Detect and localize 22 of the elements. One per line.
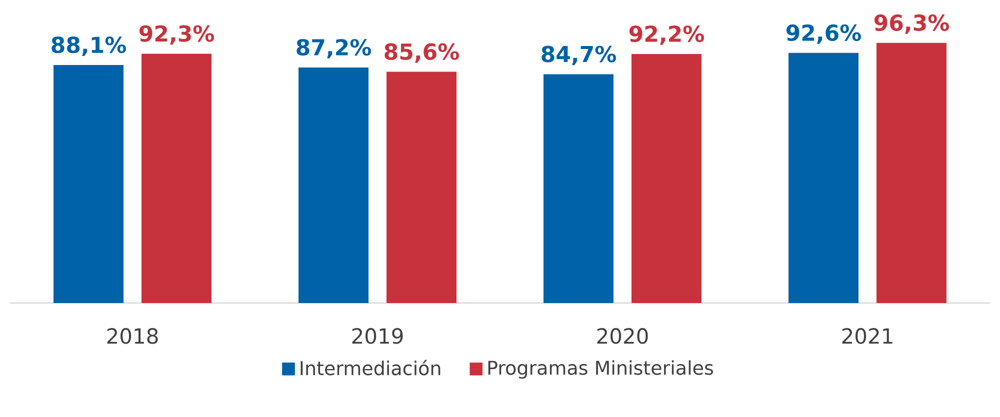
legend-label: Programas Ministeriales [488, 360, 713, 379]
x-tick-label: 2018 [107, 328, 158, 344]
data-label: 92,2% [629, 25, 704, 45]
bar [632, 54, 702, 303]
data-label: 88,1% [52, 36, 126, 56]
bar [544, 74, 614, 303]
bar [876, 42, 946, 303]
x-tick-label: 2021 [842, 328, 892, 344]
bar [788, 52, 858, 303]
data-label: 92,6% [786, 24, 861, 44]
bar [298, 67, 369, 303]
data-label: 84,7% [542, 46, 616, 66]
bar [54, 65, 124, 303]
bar [142, 54, 212, 303]
data-label: 85,6% [384, 43, 459, 63]
legend-label: Intermediación [300, 360, 440, 376]
bar [386, 72, 457, 303]
data-label: 92,3% [139, 25, 214, 45]
data-label: 87,2% [296, 38, 371, 58]
data-label: 96,3% [874, 14, 949, 34]
x-tick-label: 2019 [352, 328, 403, 344]
x-tick-label: 2020 [597, 328, 648, 344]
